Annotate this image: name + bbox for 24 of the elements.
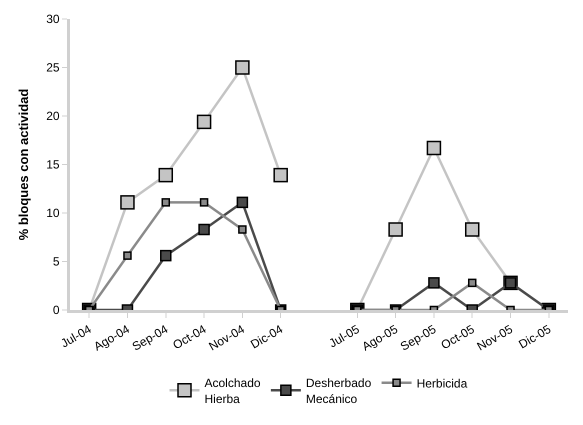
legend-label: Acolchado Hierba <box>204 376 261 406</box>
point <box>198 224 210 236</box>
y-axis-title: % bloques con actividad <box>16 88 32 240</box>
point <box>123 251 132 260</box>
point <box>426 140 442 156</box>
point <box>273 168 288 182</box>
point <box>464 222 480 237</box>
point <box>238 225 247 234</box>
point <box>162 198 170 207</box>
point <box>158 168 174 182</box>
point <box>120 195 135 210</box>
y-tick-label: 10 <box>46 206 60 220</box>
y-tick-label: 15 <box>46 158 60 172</box>
point <box>388 222 403 237</box>
y-tick-label: 0 <box>52 303 60 318</box>
legend-label: Desherbado Mecánico <box>306 376 372 406</box>
point <box>236 196 248 208</box>
legend-label: Herbicida <box>416 376 468 390</box>
point <box>200 198 208 207</box>
y-tick-label: 25 <box>46 60 60 75</box>
y-tick-label: 30 <box>46 12 60 26</box>
y-tick-label: 20 <box>46 109 60 124</box>
y-tick-label: 5 <box>52 254 60 269</box>
point <box>160 250 172 262</box>
